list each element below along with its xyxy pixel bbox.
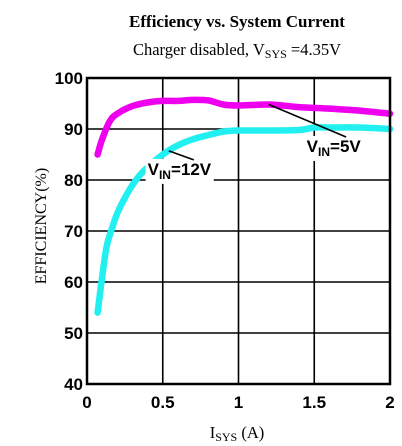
x-axis-label-sub: SYS [215,430,237,444]
x-tick-label: 2 [385,393,394,412]
y-tick-label: 90 [64,120,83,139]
x-axis-label-main: I [210,423,216,442]
x-axis-label-suffix: (A) [237,423,264,442]
chart-subtitle-prefix: Charger disabled, V [133,40,265,59]
annotation-vin-12v-leader [168,150,195,161]
x-tick-label: 0.5 [151,393,175,412]
annotation-vin-12v-label: VIN=12V [148,160,212,182]
annotation-vin-5v-label: VIN=5V [307,137,362,159]
plot-frame [85,76,392,386]
chart-title: Efficiency vs. System Current [129,12,345,31]
annotation-vin-5v-leader [268,103,347,138]
x-tick-label: 1.5 [302,393,326,412]
annotations: VIN=12V VIN=5V [145,103,364,184]
y-axis-label: EFFICIENCY(%) [33,168,50,284]
y-tick-label: 40 [64,375,83,394]
series-vin-12v-line [94,124,394,316]
x-axis-label: ISYS (A) [210,423,265,444]
y-tick-label: 50 [64,324,83,343]
series-lines [94,96,394,316]
series-vin-5v-line [94,96,394,158]
x-tick-label: 1 [234,393,243,412]
annotation-vin-5v-label-bg [304,135,364,161]
y-tick-label: 60 [64,273,83,292]
tick-labels: 0 0.5 1 1.5 2 40 50 60 70 80 90 100 [55,69,395,412]
y-tick-label: 80 [64,171,83,190]
y-tick-label: 70 [64,222,83,241]
grid [86,77,391,385]
annotation-vin-12v-label-bg [145,158,214,184]
chart-subtitle: Charger disabled, VSYS =4.35V [133,40,341,61]
y-tick-label: 100 [55,69,83,88]
chart-subtitle-sub: SYS [265,47,287,61]
chart-subtitle-suffix: =4.35V [287,40,341,59]
x-tick-label: 0 [82,393,91,412]
